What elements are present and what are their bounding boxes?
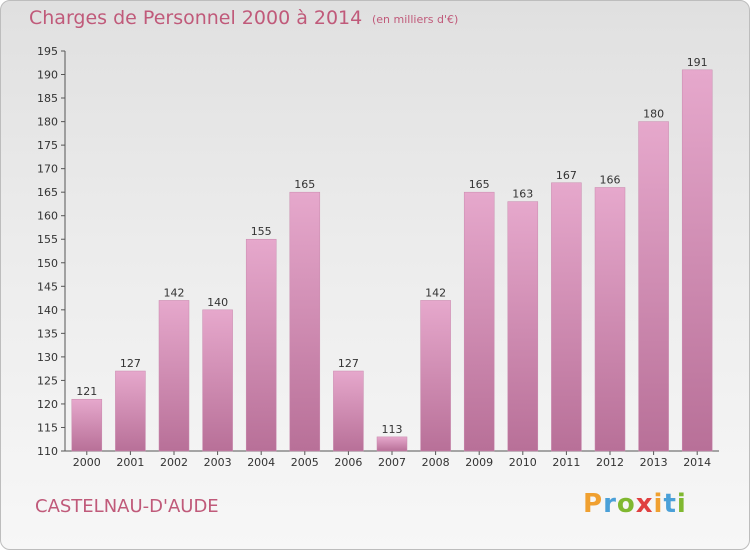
chart-title: Charges de Personnel 2000 à 2014 (29, 7, 363, 29)
y-tick-label: 125 (37, 374, 58, 387)
place-name: CASTELNAU-D'AUDE (35, 496, 219, 517)
bar-2000[interactable] (71, 398, 103, 452)
bar-2001[interactable] (115, 370, 146, 452)
bar-2011[interactable] (551, 182, 582, 452)
bar-2009[interactable] (463, 191, 495, 452)
y-tick-label: 195 (37, 45, 58, 58)
logo-letter: r (603, 489, 617, 519)
x-tick-label-2011: 2011 (552, 456, 580, 469)
bar-2002[interactable] (158, 300, 190, 452)
x-tick-label-2010: 2010 (509, 456, 537, 469)
x-tick-label-2001: 2001 (116, 456, 144, 469)
logo-letter: i (653, 489, 664, 519)
bar-2005[interactable] (289, 191, 321, 452)
bar-2003[interactable] (202, 309, 233, 452)
bar-2008[interactable] (420, 300, 451, 452)
logo-letter: o (616, 489, 636, 519)
y-tick-label: 165 (37, 186, 58, 199)
data-label-2001: 127 (120, 357, 141, 370)
bar-2004[interactable] (245, 238, 277, 452)
x-tick-label-2009: 2009 (465, 456, 493, 469)
x-tick-label-2013: 2013 (640, 456, 668, 469)
data-label-2013: 180 (643, 108, 664, 121)
x-tick-label-2006: 2006 (334, 456, 362, 469)
y-tick-label: 120 (37, 398, 58, 411)
bar-2006[interactable] (333, 370, 364, 452)
y-tick-label: 175 (37, 139, 58, 152)
data-label-2012: 166 (600, 173, 621, 186)
proxiti-logo[interactable]: Proxiti (583, 489, 687, 519)
x-tick-label-2005: 2005 (291, 456, 319, 469)
bar-2012[interactable] (594, 187, 626, 452)
logo-letter: x (635, 489, 654, 519)
x-tick-label-2002: 2002 (160, 456, 188, 469)
data-labels: 121 127 142 140 155 165 127 113 142 165 163 167 166 1… (76, 56, 707, 436)
y-tick-label: 145 (37, 280, 58, 293)
data-label-2010: 163 (512, 188, 533, 201)
data-label-2000: 121 (76, 385, 97, 398)
y-tick-label: 115 (37, 421, 58, 434)
x-tick-label-2000: 2000 (73, 456, 101, 469)
y-tick-label: 110 (37, 445, 58, 458)
y-tick-label: 135 (37, 327, 58, 340)
x-tick-label-2007: 2007 (378, 456, 406, 469)
data-label-2003: 140 (207, 296, 228, 309)
y-tick-label: 180 (37, 116, 58, 129)
data-label-2014: 191 (687, 56, 708, 69)
y-tick-label: 185 (37, 92, 58, 105)
x-tick-label-2004: 2004 (247, 456, 275, 469)
x-tick-label-2014: 2014 (683, 456, 711, 469)
x-tick-label-2008: 2008 (422, 456, 450, 469)
data-label-2008: 142 (425, 286, 446, 299)
y-tick-label: 170 (37, 163, 58, 176)
data-label-2007: 113 (382, 423, 403, 436)
logo-letter: t (663, 489, 677, 519)
x-tick-label-2003: 2003 (204, 456, 232, 469)
bars (71, 69, 713, 452)
bar-2007[interactable] (376, 436, 408, 452)
x-tick-label-2012: 2012 (596, 456, 624, 469)
y-tick-label: 160 (37, 210, 58, 223)
data-label-2005: 165 (294, 178, 315, 191)
data-label-2009: 165 (469, 178, 490, 191)
y-tick-label: 150 (37, 257, 58, 270)
bar-2014[interactable] (681, 69, 713, 452)
y-tick-label: 140 (37, 304, 58, 317)
data-label-2006: 127 (338, 357, 359, 370)
x-axis: 2000 2001 2002 2003 2004 2005 2006 2007 2008 2009… (65, 450, 719, 469)
chart-subtitle: (en milliers d'€) (372, 13, 459, 26)
y-tick-label: 155 (37, 233, 58, 246)
bar-2010[interactable] (507, 201, 539, 452)
data-label-2004: 155 (251, 225, 272, 238)
y-tick-label: 130 (37, 351, 58, 364)
logo-letter: P (583, 489, 604, 519)
data-label-2002: 142 (164, 286, 185, 299)
logo-letter: i (676, 489, 687, 519)
y-tick-label: 190 (37, 69, 58, 82)
bar-2013[interactable] (638, 121, 669, 452)
data-label-2011: 167 (556, 169, 577, 182)
y-axis: 110 115 120 125 130 135 140 145 150 155 160 165 170 1… (37, 45, 66, 458)
